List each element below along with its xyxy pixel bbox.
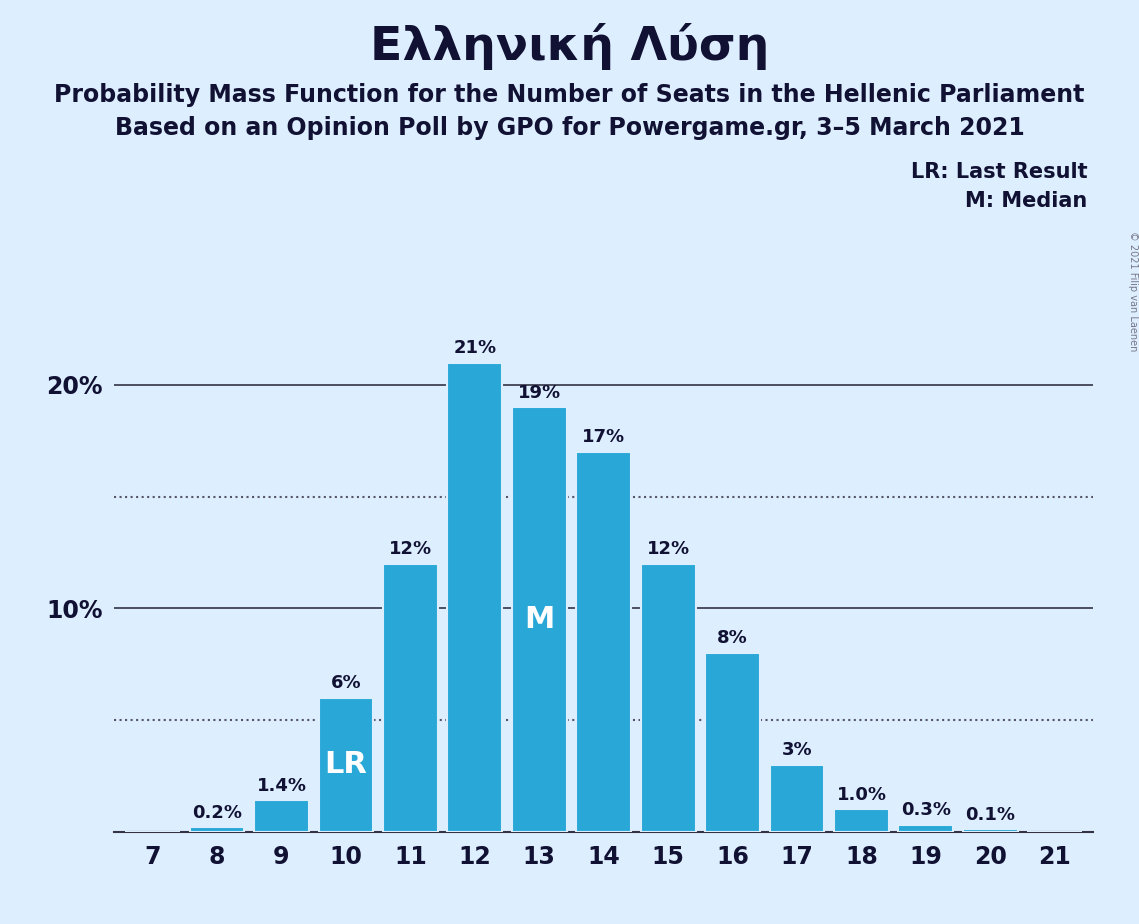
Bar: [254, 800, 309, 832]
Bar: [576, 452, 631, 832]
Bar: [319, 698, 374, 832]
Text: LR: LR: [325, 750, 368, 779]
Text: 0.2%: 0.2%: [192, 804, 241, 821]
Text: Based on an Opinion Poll by GPO for Powergame.gr, 3–5 March 2021: Based on an Opinion Poll by GPO for Powe…: [115, 116, 1024, 140]
Text: 17%: 17%: [582, 429, 625, 446]
Bar: [189, 827, 245, 832]
Text: Probability Mass Function for the Number of Seats in the Hellenic Parliament: Probability Mass Function for the Number…: [55, 83, 1084, 107]
Text: 3%: 3%: [781, 741, 812, 759]
Bar: [511, 407, 566, 832]
Bar: [383, 564, 437, 832]
Bar: [962, 830, 1018, 832]
Bar: [834, 809, 888, 832]
Text: Ελληνική Λύση: Ελληνική Λύση: [370, 23, 769, 70]
Text: M: M: [524, 605, 555, 634]
Text: 12%: 12%: [388, 540, 432, 558]
Text: 0.3%: 0.3%: [901, 801, 951, 820]
Text: LR: Last Result: LR: Last Result: [911, 162, 1088, 182]
Text: 19%: 19%: [517, 383, 560, 402]
Text: © 2021 Filip van Laenen: © 2021 Filip van Laenen: [1129, 231, 1138, 351]
Bar: [705, 653, 760, 832]
Text: 6%: 6%: [330, 674, 361, 692]
Text: 21%: 21%: [453, 339, 497, 357]
Text: 1.0%: 1.0%: [836, 785, 886, 804]
Text: 8%: 8%: [718, 629, 748, 648]
Text: 1.4%: 1.4%: [256, 777, 306, 795]
Bar: [641, 564, 696, 832]
Text: M: Median: M: Median: [966, 191, 1088, 212]
Text: 0.1%: 0.1%: [966, 806, 1015, 824]
Text: 12%: 12%: [647, 540, 690, 558]
Bar: [770, 765, 825, 832]
Bar: [899, 825, 953, 832]
Bar: [448, 363, 502, 832]
